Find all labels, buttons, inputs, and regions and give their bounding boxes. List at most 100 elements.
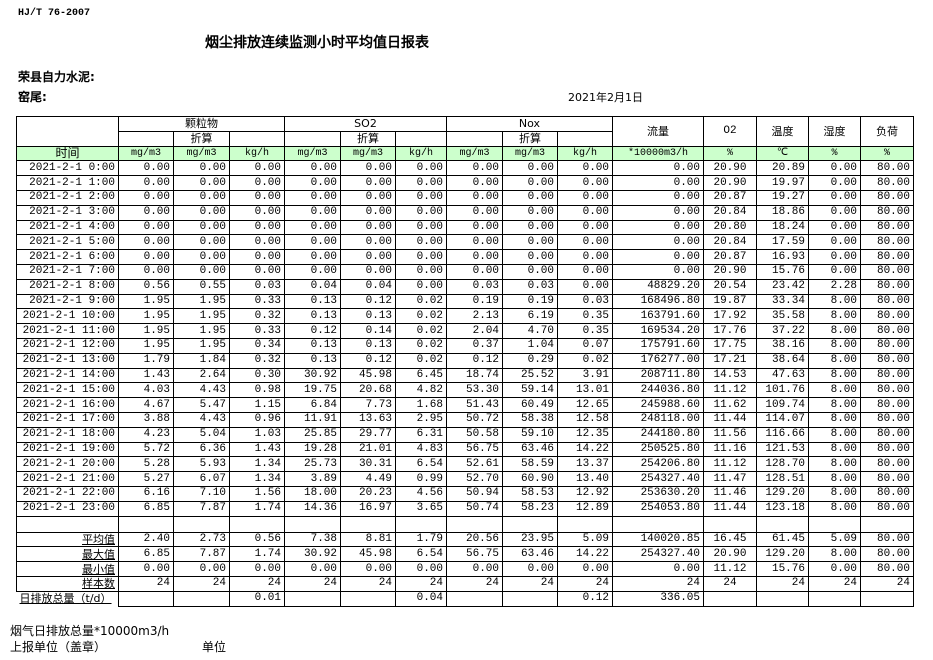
- summary-row: 日排放总量（t/d） 0.01 0.04 0.12 336.05: [16, 590, 914, 607]
- blank-cell: [502, 515, 558, 533]
- value-cell: 1.43: [118, 367, 174, 384]
- summary-value: 2.40: [118, 531, 174, 548]
- value-cell: 4.56: [395, 485, 447, 502]
- value-cell: 13.37: [557, 456, 613, 473]
- load-header: 负荷: [860, 116, 914, 147]
- value-cell: 50.74: [446, 500, 503, 517]
- value-cell: 23.42: [756, 278, 809, 295]
- value-cell: 50.72: [446, 411, 503, 428]
- value-cell: 20.84: [703, 234, 757, 251]
- value-cell: 18.86: [756, 204, 809, 221]
- value-cell: 80.00: [860, 352, 914, 369]
- table-body: 2021-2-1 0:00 0.00 0.00 0.00 0.00 0.00 0.00 0.0…: [16, 160, 914, 607]
- value-cell: 20.87: [703, 189, 757, 206]
- value-cell: 0.00: [557, 263, 613, 280]
- value-cell: 0.00: [808, 189, 861, 206]
- summary-label: 最大值: [16, 546, 119, 563]
- value-cell: 80.00: [860, 382, 914, 399]
- summary-value: 24: [446, 575, 503, 592]
- table-row: 2021-2-1 1:00 0.00 0.00 0.00 0.00 0.00 0.00 0.0…: [16, 175, 914, 191]
- value-cell: 0.00: [395, 175, 447, 191]
- blank-cell: [756, 515, 809, 533]
- value-cell: 4.70: [502, 323, 558, 339]
- summary-value: 7.38: [284, 531, 341, 548]
- value-cell: 1.95: [173, 323, 230, 339]
- value-cell: 0.00: [557, 234, 613, 251]
- value-cell: 0.00: [340, 249, 396, 265]
- summary-value: 56.75: [446, 546, 503, 563]
- value-cell: 5.93: [173, 456, 230, 473]
- value-cell: 5.28: [118, 456, 174, 473]
- value-cell: 0.55: [173, 278, 230, 295]
- value-cell: 0.00: [173, 234, 230, 251]
- value-cell: 0.00: [395, 189, 447, 206]
- time-cell: 2021-2-1 21:00: [16, 471, 119, 487]
- value-cell: 2.64: [173, 367, 230, 384]
- value-cell: 129.20: [756, 485, 809, 502]
- value-cell: 0.13: [340, 308, 396, 325]
- table-row: 2021-2-1 8:00 0.56 0.55 0.03 0.04 0.04 0.00 0.0…: [16, 278, 914, 295]
- value-cell: 0.00: [612, 160, 704, 177]
- summary-value: 0.12: [557, 590, 613, 607]
- value-cell: 7.10: [173, 485, 230, 502]
- value-cell: 0.00: [284, 234, 341, 251]
- summary-value: [173, 590, 230, 607]
- time-cell: 2021-2-1 23:00: [16, 500, 119, 517]
- value-cell: 63.46: [502, 441, 558, 458]
- value-cell: 80.00: [860, 411, 914, 428]
- summary-value: 336.05: [612, 590, 704, 607]
- table-row: 2021-2-1 2:00 0.00 0.00 0.00 0.00 0.00 0.00 0.0…: [16, 189, 914, 206]
- value-cell: 48829.20: [612, 278, 704, 295]
- summary-value: 0.00: [118, 561, 174, 577]
- value-cell: 8.00: [808, 337, 861, 354]
- value-cell: 0.04: [340, 278, 396, 295]
- value-cell: 0.00: [118, 204, 174, 221]
- value-cell: 0.12: [340, 352, 396, 369]
- summary-value: 0.00: [446, 561, 503, 577]
- time-cell: 2021-2-1 1:00: [16, 175, 119, 191]
- value-cell: 0.00: [446, 204, 503, 221]
- value-cell: 19.27: [756, 189, 809, 206]
- value-cell: 5.72: [118, 441, 174, 458]
- value-cell: 0.00: [118, 263, 174, 280]
- value-cell: 0.00: [118, 234, 174, 251]
- value-cell: 52.61: [446, 456, 503, 473]
- value-cell: 0.30: [229, 367, 285, 384]
- value-cell: 80.00: [860, 367, 914, 384]
- value-cell: 1.68: [395, 397, 447, 413]
- value-cell: 0.00: [502, 263, 558, 280]
- value-cell: 38.16: [756, 337, 809, 354]
- value-cell: 4.43: [173, 382, 230, 399]
- value-cell: 20.23: [340, 485, 396, 502]
- summary-value: 24: [703, 575, 757, 592]
- value-cell: 52.70: [446, 471, 503, 487]
- value-cell: 20.90: [703, 175, 757, 191]
- value-cell: 0.00: [284, 175, 341, 191]
- blank-cell: [173, 515, 230, 533]
- value-cell: 11.12: [703, 382, 757, 399]
- value-cell: 12.89: [557, 500, 613, 517]
- summary-value: 0.00: [557, 561, 613, 577]
- table-row: 2021-2-1 13:00 1.79 1.84 0.32 0.13 0.12 0.02 0.…: [16, 352, 914, 369]
- time-cell: 2021-2-1 18:00: [16, 426, 119, 443]
- unit-cell: kg/h: [395, 145, 447, 162]
- value-cell: 0.00: [229, 219, 285, 236]
- value-cell: 80.00: [860, 219, 914, 236]
- summary-value: 254327.40: [612, 546, 704, 563]
- value-cell: 0.32: [229, 308, 285, 325]
- value-cell: 2.04: [446, 323, 503, 339]
- summary-value: 80.00: [860, 546, 914, 563]
- value-cell: 11.46: [703, 485, 757, 502]
- value-cell: 0.00: [229, 204, 285, 221]
- flow-header: 流量: [612, 116, 704, 147]
- value-cell: 0.00: [446, 189, 503, 206]
- summary-value: 15.76: [756, 561, 809, 577]
- value-cell: 0.00: [808, 263, 861, 280]
- unit-cell: *10000m3/h: [612, 145, 704, 162]
- unit-cell: ℃: [756, 145, 809, 162]
- value-cell: 0.00: [395, 204, 447, 221]
- value-cell: 13.63: [340, 411, 396, 428]
- summary-value: 45.98: [340, 546, 396, 563]
- value-cell: 17.76: [703, 323, 757, 339]
- summary-row: 平均值 2.40 2.73 0.56 7.38 8.81 1.79 20.56 23.95 5.0…: [16, 531, 914, 548]
